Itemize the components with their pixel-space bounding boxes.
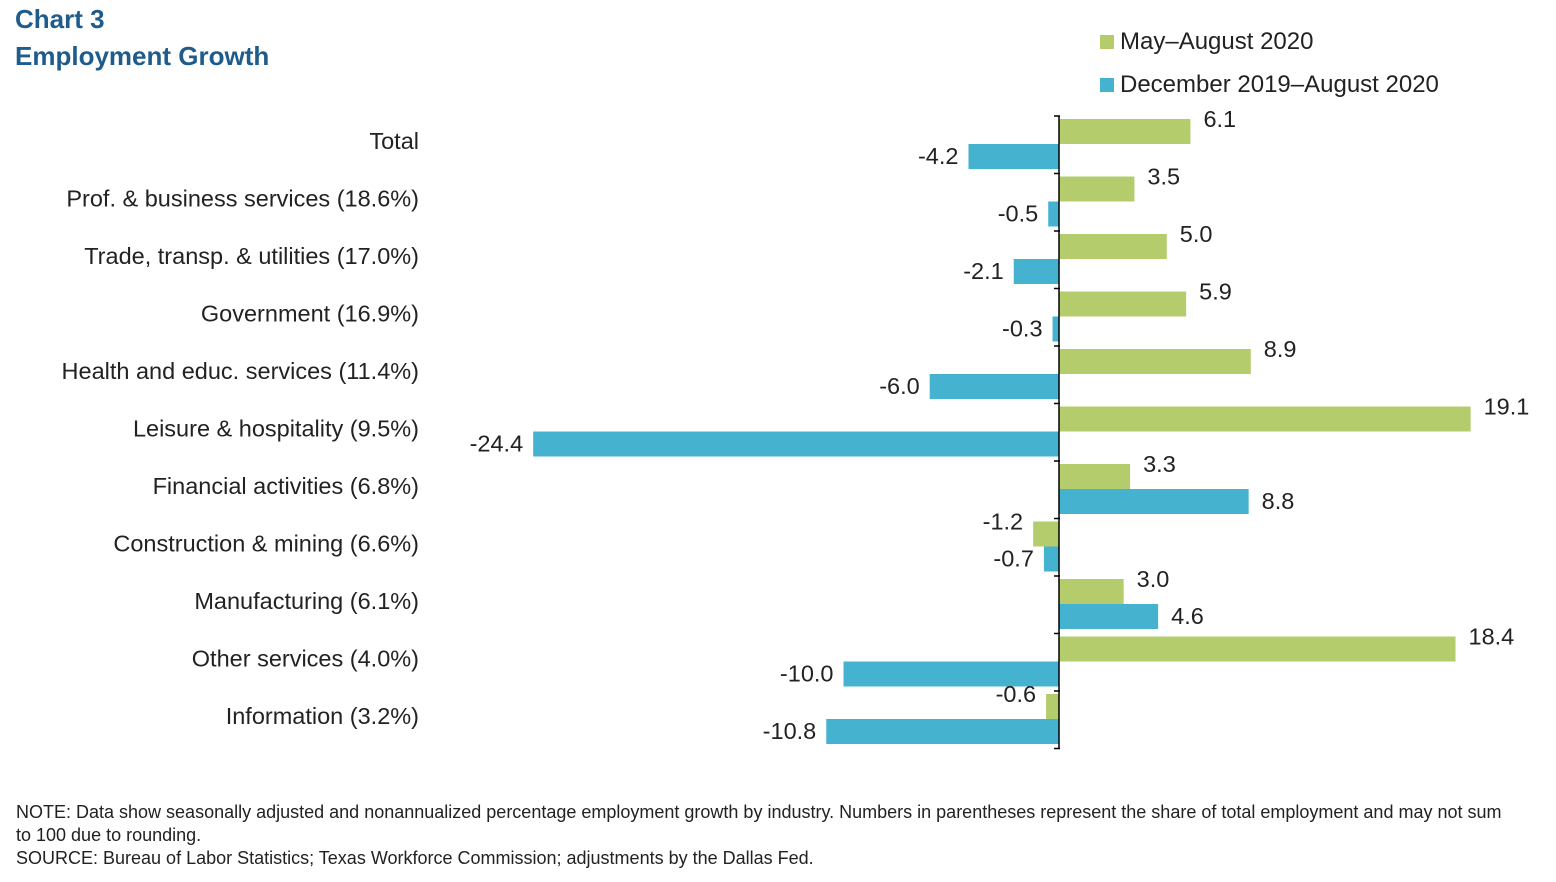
bar-dec-aug-health-and-educ-services: [929, 374, 1059, 399]
bar-may-aug-other-services: [1059, 636, 1456, 662]
data-label-may-aug-construction-mining: -1.2: [983, 509, 1024, 535]
category-label-construction-mining: Construction & mining (6.6%): [113, 530, 419, 556]
bar-dec-aug-trade-transp-utilities: [1013, 259, 1059, 284]
data-label-dec-aug-financial-activities: 8.8: [1262, 488, 1295, 514]
data-label-dec-aug-government: -0.3: [1002, 316, 1043, 342]
category-label-trade-transp-utilities: Trade, transp. & utilities (17.0%): [84, 243, 419, 269]
data-label-dec-aug-total: -4.2: [918, 143, 959, 169]
data-label-may-aug-health-and-educ-services: 8.9: [1264, 336, 1297, 362]
data-label-dec-aug-construction-mining: -0.7: [993, 546, 1034, 572]
bar-may-aug-health-and-educ-services: [1059, 349, 1251, 374]
data-label-may-aug-prof-business-services: 3.5: [1147, 164, 1180, 190]
chart-notes: NOTE: Data show seasonally adjusted and …: [16, 801, 1516, 870]
bar-may-aug-trade-transp-utilities: [1059, 234, 1167, 259]
category-label-leisure-hospitality: Leisure & hospitality (9.5%): [133, 415, 419, 441]
bar-may-aug-financial-activities: [1059, 464, 1131, 489]
data-label-may-aug-trade-transp-utilities: 5.0: [1180, 221, 1213, 247]
category-label-other-services: Other services (4.0%): [192, 645, 419, 671]
data-label-dec-aug-information: -10.8: [763, 718, 817, 744]
data-label-may-aug-information: -0.6: [996, 681, 1037, 707]
category-label-total: Total: [369, 128, 419, 154]
data-label-dec-aug-trade-transp-utilities: -2.1: [963, 258, 1004, 284]
bar-may-aug-construction-mining: [1033, 521, 1059, 547]
bar-may-aug-total: [1059, 119, 1191, 144]
source-text: SOURCE: Bureau of Labor Statistics; Texa…: [16, 848, 814, 868]
data-label-may-aug-financial-activities: 3.3: [1143, 451, 1176, 477]
data-label-may-aug-government: 5.9: [1199, 279, 1232, 305]
data-label-may-aug-manufacturing: 3.0: [1137, 566, 1170, 592]
note-text: NOTE: Data show seasonally adjusted and …: [16, 802, 1502, 845]
bar-dec-aug-total: [968, 144, 1059, 169]
category-label-government: Government (16.9%): [201, 300, 419, 326]
category-label-manufacturing: Manufacturing (6.1%): [194, 588, 419, 614]
data-label-dec-aug-leisure-hospitality: -24.4: [470, 431, 524, 457]
bar-chart: Total 6.1 -4.2 Prof. & business services (1…: [62, 106, 1530, 750]
bar-dec-aug-manufacturing: [1059, 604, 1159, 629]
category-label-financial-activities: Financial activities (6.8%): [153, 473, 419, 499]
data-label-dec-aug-health-and-educ-services: -6.0: [879, 373, 920, 399]
bar-dec-aug-construction-mining: [1043, 546, 1059, 572]
bar-may-aug-government: [1059, 291, 1187, 317]
bar-may-aug-information: [1046, 694, 1059, 719]
data-label-may-aug-other-services: 18.4: [1469, 624, 1515, 650]
bar-may-aug-leisure-hospitality: [1059, 406, 1471, 432]
data-label-may-aug-total: 6.1: [1203, 106, 1236, 132]
data-label-dec-aug-prof-business-services: -0.5: [998, 201, 1039, 227]
data-label-dec-aug-other-services: -10.0: [780, 661, 834, 687]
bar-dec-aug-government: [1052, 316, 1059, 342]
legend-label: May–August 2020: [1120, 28, 1314, 55]
legend-item-may-aug-2020: May–August 2020: [1100, 28, 1313, 56]
bar-dec-aug-leisure-hospitality: [533, 431, 1059, 457]
data-label-may-aug-leisure-hospitality: 19.1: [1484, 394, 1530, 420]
chart-title: Chart 3: [15, 4, 105, 34]
legend-swatch: [1100, 35, 1114, 49]
data-label-dec-aug-manufacturing: 4.6: [1171, 603, 1204, 629]
bar-may-aug-prof-business-services: [1059, 176, 1135, 202]
bar-may-aug-manufacturing: [1059, 579, 1124, 604]
bar-dec-aug-prof-business-services: [1048, 201, 1059, 227]
bar-dec-aug-information: [826, 719, 1059, 744]
bar-dec-aug-other-services: [843, 661, 1059, 687]
legend-label: December 2019–August 2020: [1120, 71, 1439, 98]
category-label-prof-business-services: Prof. & business services (18.6%): [66, 185, 419, 211]
bar-dec-aug-financial-activities: [1059, 489, 1249, 514]
legend-item-dec2019-aug2020: December 2019–August 2020: [1100, 71, 1439, 99]
category-label-information: Information (3.2%): [226, 703, 419, 729]
category-label-health-and-educ-services: Health and educ. services (11.4%): [62, 358, 419, 384]
chart-subtitle: Employment Growth: [15, 41, 270, 71]
legend-swatch: [1100, 78, 1114, 92]
